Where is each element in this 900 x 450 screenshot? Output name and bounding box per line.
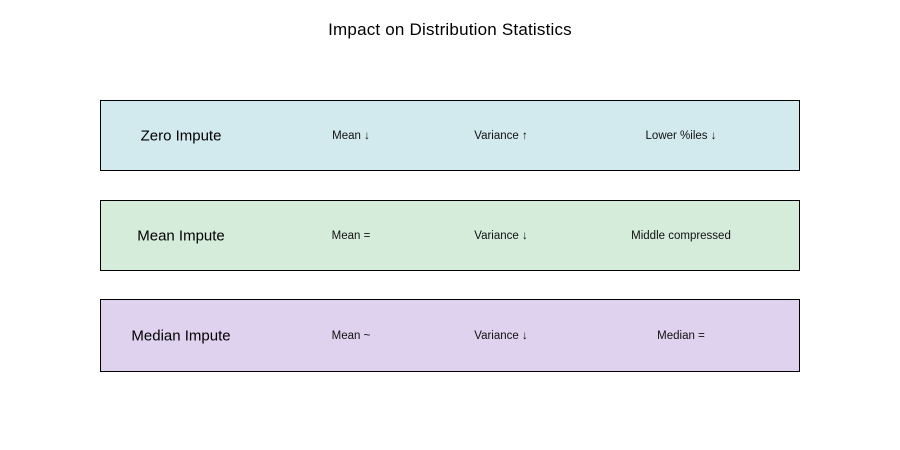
stat-mean: Mean = — [331, 229, 371, 242]
row-median-impute: Median Impute Mean ~ Variance ↓ Median = — [100, 299, 800, 372]
row-label: Zero Impute — [140, 127, 222, 144]
stat-variance: Variance ↓ — [474, 329, 528, 342]
stat-variance: Variance ↑ — [474, 129, 528, 142]
stat-variance: Variance ↓ — [474, 229, 528, 242]
row-zero-impute: Zero Impute Mean ↓ Variance ↑ Lower %ile… — [100, 100, 800, 171]
stat-extra: Median = — [657, 329, 705, 342]
figure-title: Impact on Distribution Statistics — [328, 20, 572, 39]
stat-extra: Lower %iles ↓ — [645, 129, 717, 142]
stat-mean: Mean ~ — [331, 329, 371, 342]
row-label: Median Impute — [131, 327, 231, 344]
row-mean-impute: Mean Impute Mean = Variance ↓ Middle com… — [100, 200, 800, 271]
stat-mean: Mean ↓ — [332, 129, 370, 142]
row-label: Mean Impute — [137, 227, 225, 244]
stat-extra: Middle compressed — [631, 229, 731, 242]
